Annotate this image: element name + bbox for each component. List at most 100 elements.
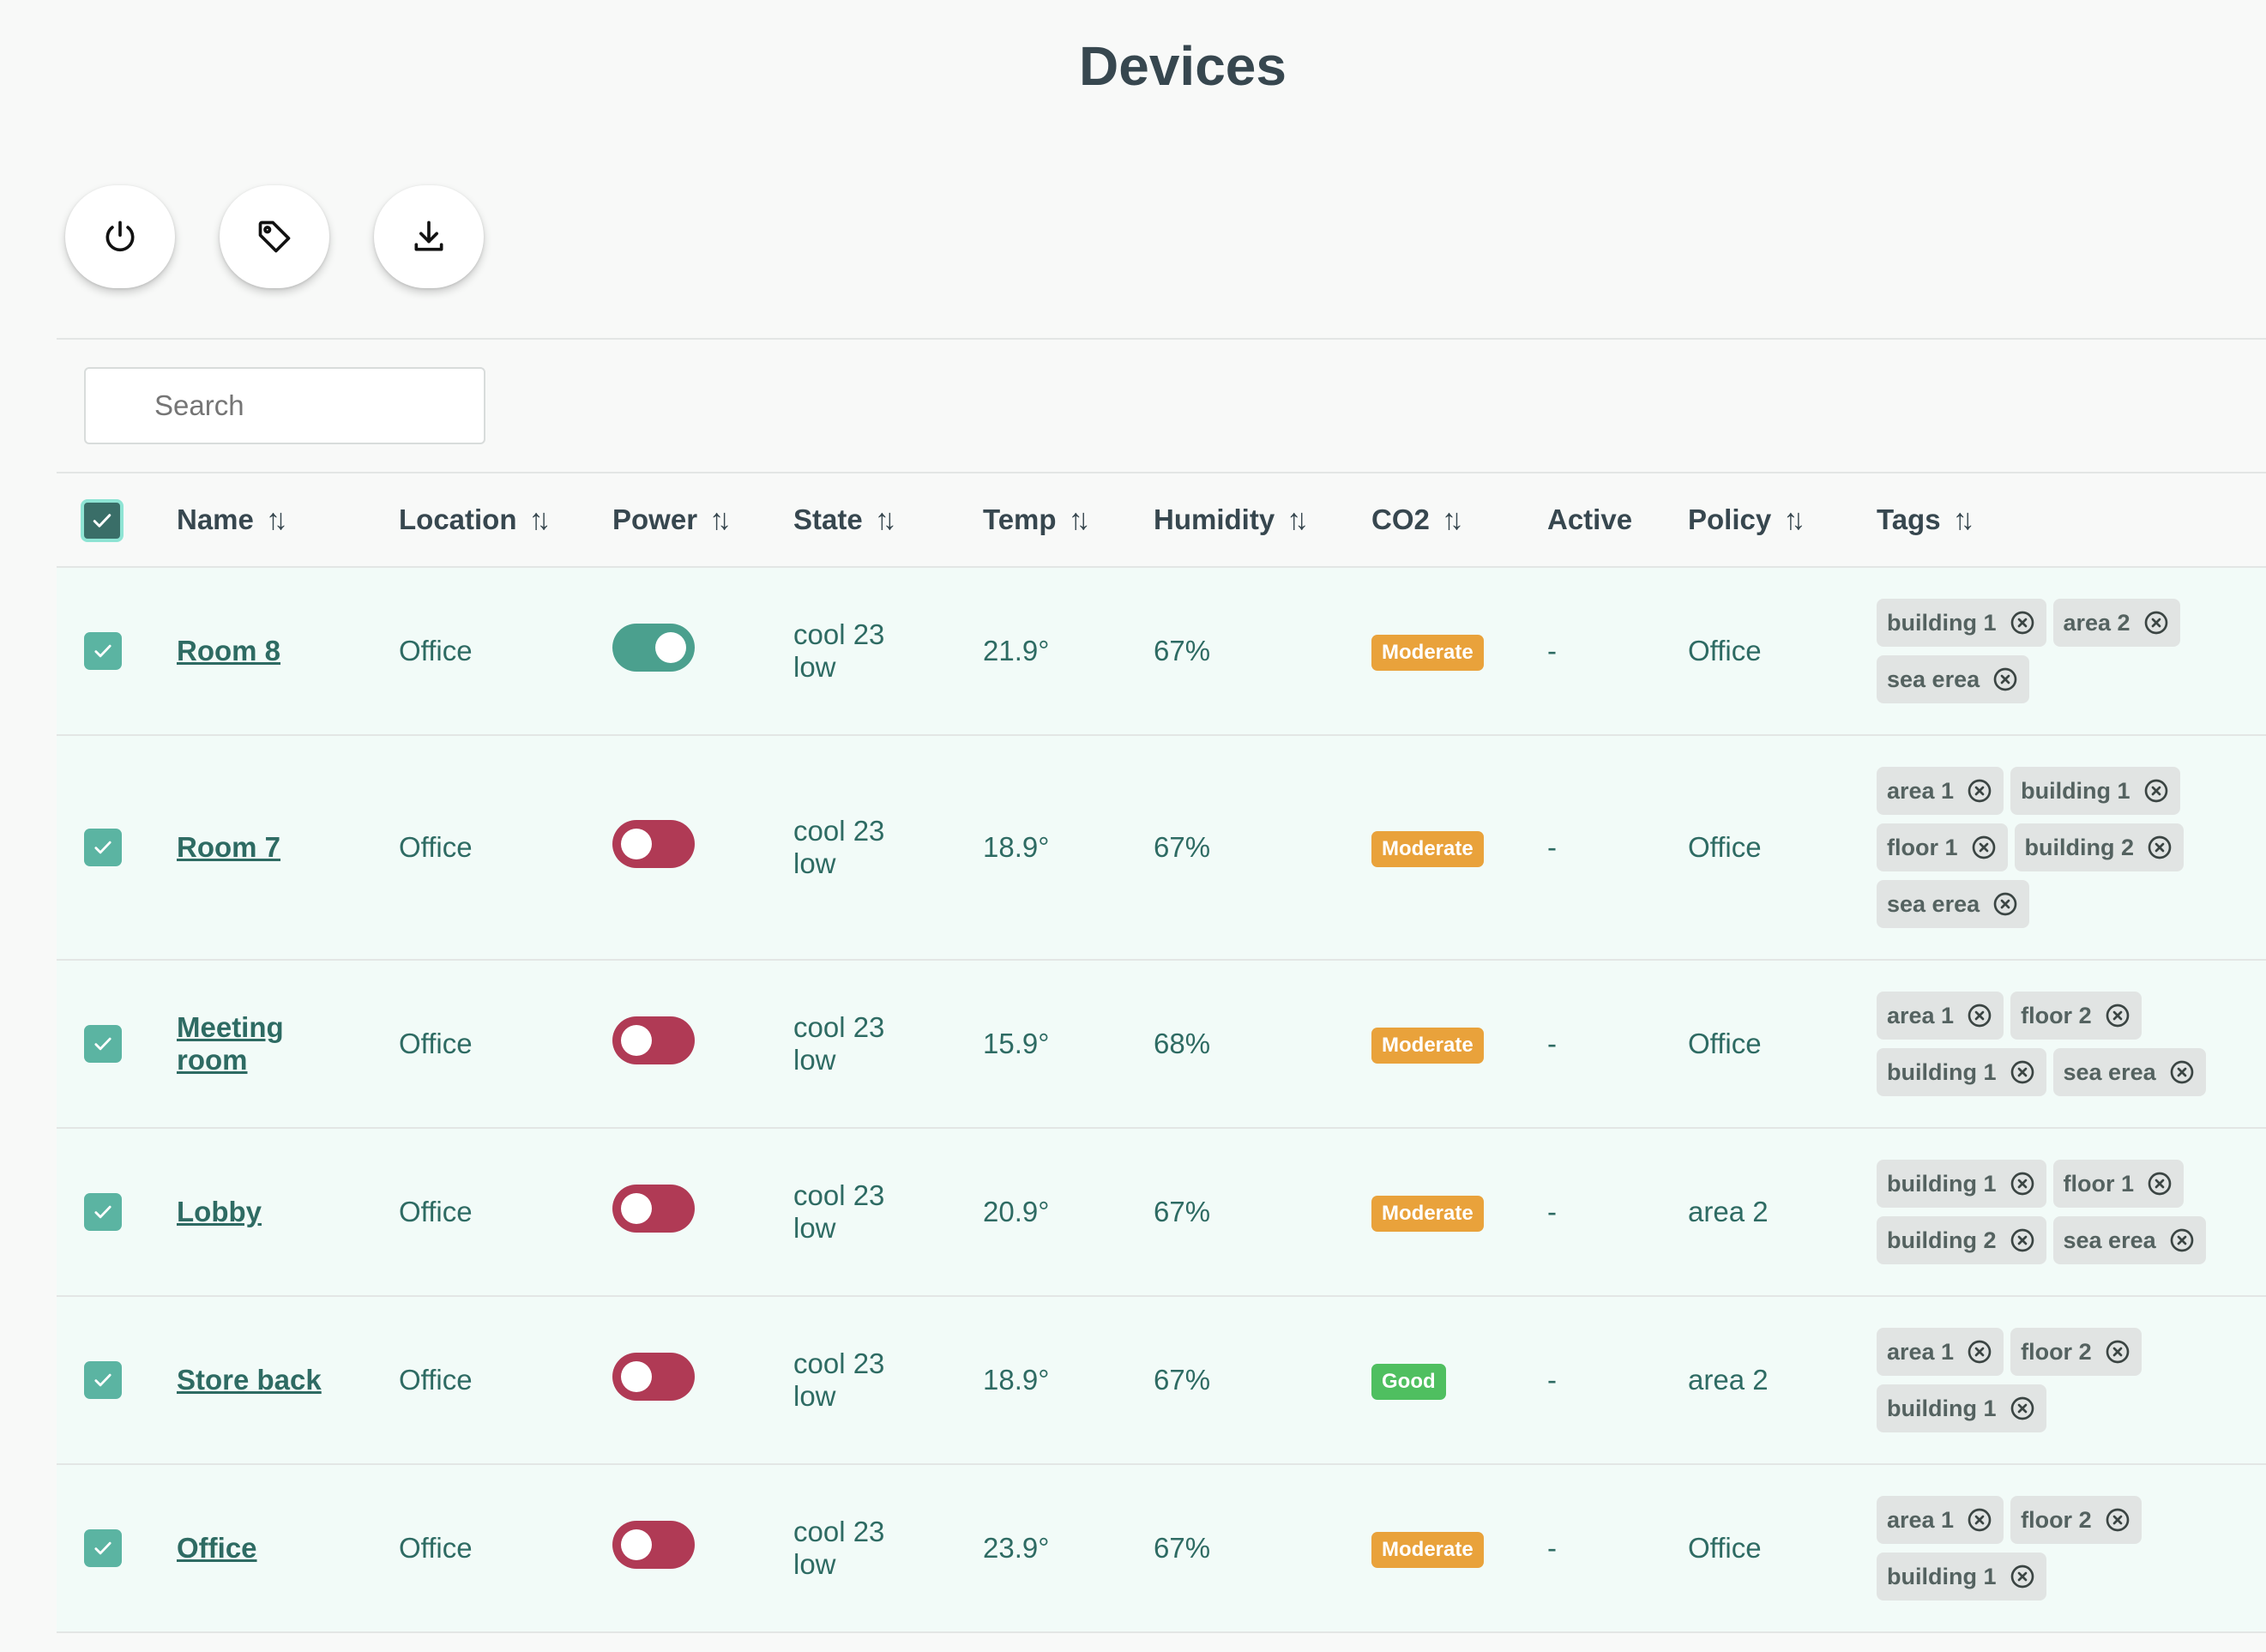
tag-label: floor 2 (2021, 1002, 2092, 1028)
sort-icon[interactable]: ↑↓ (709, 503, 732, 536)
active-cell: - (1547, 1196, 1557, 1227)
table-row[interactable]: Store back Office cool 23 low 18.9° 67% Good - a… (57, 1297, 2266, 1465)
remove-tag-icon[interactable] (1966, 777, 1993, 805)
column-header-label: Power (612, 503, 698, 535)
column-header-humidity[interactable]: Humidity ↑↓ (1154, 473, 1309, 566)
column-header-tags[interactable]: Tags ↑↓ (1877, 473, 1975, 566)
column-header-state[interactable]: State ↑↓ (793, 473, 897, 566)
sort-icon[interactable]: ↑↓ (874, 503, 897, 536)
remove-tag-icon[interactable] (2009, 1227, 2036, 1254)
humidity-cell: 67% (1154, 831, 1211, 863)
remove-tag-icon[interactable] (1970, 834, 1998, 861)
tag-label: area 1 (1887, 1338, 1955, 1365)
column-header-co2[interactable]: CO2 ↑↓ (1371, 473, 1464, 566)
tag-label: floor 1 (2063, 1170, 2135, 1197)
column-header-name[interactable]: Name ↑↓ (177, 473, 288, 566)
row-checkbox[interactable] (84, 632, 122, 670)
power-button[interactable] (65, 185, 175, 288)
tag-chip: sea erea (1877, 880, 2030, 928)
table-row[interactable]: Lobby Office cool 23 low 20.9° 67% Moderate - ar… (57, 1129, 2266, 1297)
device-name-link[interactable]: Office (177, 1532, 257, 1565)
remove-tag-icon[interactable] (2009, 1170, 2036, 1197)
device-name-link[interactable]: Room 7 (177, 831, 280, 864)
active-cell: - (1547, 1028, 1557, 1059)
state-line: low (793, 1380, 836, 1412)
temperature-cell: 15.9° (983, 1028, 1050, 1059)
remove-tag-icon[interactable] (2104, 1506, 2131, 1534)
checkmark-icon (94, 841, 111, 854)
column-header-temp[interactable]: Temp ↑↓ (983, 473, 1091, 566)
row-checkbox[interactable] (84, 1193, 122, 1231)
toggle-knob (621, 1361, 652, 1392)
remove-tag-icon[interactable] (2104, 1338, 2131, 1366)
remove-tag-icon[interactable] (2168, 1227, 2196, 1254)
remove-tag-icon[interactable] (2146, 1170, 2173, 1197)
remove-tag-icon[interactable] (2104, 1002, 2131, 1029)
column-header-policy[interactable]: Policy ↑↓ (1688, 473, 1805, 566)
tag-button[interactable] (220, 185, 329, 288)
table-row[interactable]: Office Office cool 23 low 23.9° 67% Moderate - O… (57, 1465, 2266, 1633)
sort-icon[interactable]: ↑↓ (528, 503, 551, 536)
download-button[interactable] (374, 185, 484, 288)
sort-icon[interactable]: ↑↓ (1068, 503, 1091, 536)
tag-label: building 2 (1887, 1227, 1997, 1253)
remove-tag-icon[interactable] (2142, 777, 2170, 805)
sort-icon[interactable]: ↑↓ (1441, 503, 1464, 536)
remove-tag-icon[interactable] (2009, 1058, 2036, 1086)
state-line: low (793, 847, 836, 879)
device-name-link[interactable]: Lobby (177, 1196, 262, 1228)
tag-label: sea erea (2063, 1058, 2156, 1085)
table-row[interactable]: Room 7 Office cool 23 low 18.9° 67% Moderate - O… (57, 736, 2266, 961)
row-checkbox[interactable] (84, 829, 122, 866)
remove-tag-icon[interactable] (1966, 1338, 1993, 1366)
tag-chip: building 1 (1877, 1048, 2046, 1096)
remove-tag-icon[interactable] (1966, 1506, 1993, 1534)
remove-tag-icon[interactable] (2142, 609, 2170, 636)
state-line: low (793, 1212, 836, 1244)
column-header-location[interactable]: Location ↑↓ (399, 473, 551, 566)
device-name-link[interactable]: Store back (177, 1364, 322, 1396)
sort-icon[interactable]: ↑↓ (265, 503, 288, 536)
state-text: cool 23 low (793, 815, 884, 880)
state-text: cool 23 low (793, 618, 884, 684)
remove-tag-icon[interactable] (1966, 1002, 1993, 1029)
device-name-link[interactable]: Room 8 (177, 635, 280, 667)
row-checkbox-cell (84, 1129, 122, 1295)
active-cell: - (1547, 831, 1557, 863)
power-toggle[interactable] (612, 624, 695, 672)
state-cell: cool 23 low (793, 1129, 884, 1295)
sort-icon[interactable]: ↑↓ (1952, 503, 1975, 536)
sort-icon[interactable]: ↑↓ (1783, 503, 1805, 536)
column-header-power[interactable]: Power ↑↓ (612, 473, 732, 566)
checkmark-icon (93, 514, 111, 528)
device-name-text: Meeting (177, 1011, 284, 1043)
select-all-checkbox[interactable] (81, 499, 124, 542)
policy-cell: Office (1688, 635, 1762, 666)
row-checkbox[interactable] (84, 1025, 122, 1063)
location-cell: Office (399, 1364, 473, 1396)
remove-tag-icon[interactable] (2009, 609, 2036, 636)
tags-cell: building 1 floor 1 building 2 sea erea (1877, 1129, 2237, 1295)
device-name-cell: Store back (177, 1297, 322, 1463)
row-checkbox[interactable] (84, 1529, 122, 1567)
power-toggle[interactable] (612, 1353, 695, 1401)
search-input[interactable] (84, 367, 485, 444)
power-toggle[interactable] (612, 820, 695, 868)
power-toggle[interactable] (612, 1185, 695, 1233)
remove-tag-icon[interactable] (2168, 1058, 2196, 1086)
remove-tag-icon[interactable] (2009, 1395, 2036, 1422)
remove-tag-icon[interactable] (1992, 890, 2019, 918)
row-checkbox[interactable] (84, 1361, 122, 1399)
power-toggle[interactable] (612, 1016, 695, 1064)
remove-tag-icon[interactable] (2146, 834, 2173, 861)
temperature-cell: 23.9° (983, 1532, 1050, 1564)
sort-icon[interactable]: ↑↓ (1287, 503, 1309, 536)
table-row[interactable]: Room 8 Office cool 23 low 21.9° 67% Moderate - O… (57, 568, 2266, 736)
table-row[interactable]: Meeting room Office cool 23 low 15.9° 68% Moder… (57, 961, 2266, 1129)
remove-tag-icon[interactable] (2009, 1563, 2036, 1590)
location-cell: Office (399, 1028, 473, 1059)
power-toggle[interactable] (612, 1521, 695, 1569)
remove-tag-icon[interactable] (1992, 666, 2019, 693)
device-name-link[interactable]: Meeting room (177, 1011, 284, 1076)
co2-cell: Good (1371, 1297, 1446, 1463)
